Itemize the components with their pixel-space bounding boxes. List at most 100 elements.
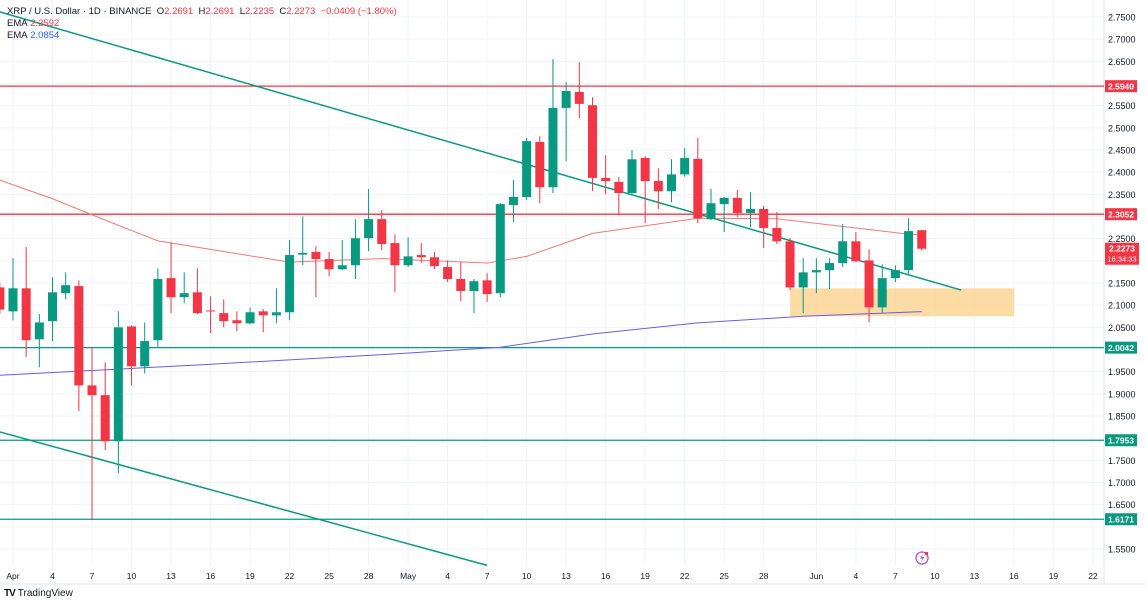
ema-legend-2[interactable]: EMA 2.0854 bbox=[7, 30, 397, 42]
trendline[interactable] bbox=[0, 428, 488, 567]
ema-legend-1[interactable]: EMA 2.2592 bbox=[7, 18, 397, 30]
time-tick-label: 7 bbox=[893, 571, 898, 581]
level-price-label: 1.7953 bbox=[1108, 436, 1134, 446]
time-axis[interactable]: Apr 4 7 10 13 16 19 22 25 28 May 4 7 10 13 16 19 22 25 28 Ju… bbox=[6, 571, 1098, 581]
ema-label: EMA bbox=[7, 30, 28, 41]
candle-body bbox=[535, 142, 545, 188]
candle bbox=[219, 299, 229, 328]
time-tick-label: 16 bbox=[1009, 571, 1019, 581]
price-tick-label: 2.0500 bbox=[1108, 323, 1136, 333]
candle-body bbox=[614, 181, 624, 194]
candle-body bbox=[482, 280, 492, 295]
candle bbox=[443, 260, 453, 283]
candle-body bbox=[153, 279, 163, 341]
candle-body bbox=[772, 228, 782, 242]
candle bbox=[864, 249, 874, 323]
candle-body bbox=[311, 251, 321, 260]
candle bbox=[667, 159, 676, 203]
candle bbox=[838, 224, 848, 268]
level-price-tag bbox=[1105, 208, 1137, 221]
candle-body bbox=[456, 279, 466, 291]
candle bbox=[258, 309, 268, 333]
candle-body bbox=[364, 219, 374, 239]
candle-body bbox=[890, 270, 900, 279]
candle bbox=[364, 189, 374, 252]
candle bbox=[508, 180, 518, 223]
candle-body bbox=[166, 278, 176, 298]
level-price-label: 2.0042 bbox=[1108, 343, 1134, 353]
candle-body bbox=[285, 255, 295, 313]
bar-countdown: 16:34:33 bbox=[1107, 255, 1136, 264]
candle-body bbox=[746, 208, 756, 213]
change-value: −0.0409 (−1.80%) bbox=[320, 6, 397, 17]
symbol-title[interactable]: XRP / U.S. Dollar · 1D · BINANCE bbox=[7, 6, 152, 17]
trendlines[interactable] bbox=[0, 8, 962, 567]
price-axis[interactable]: 1.5500 1.6500 1.7000 1.7500 1.8500 1.9000 1.95… bbox=[1108, 13, 1136, 555]
candle bbox=[495, 203, 505, 298]
candle-body bbox=[667, 174, 676, 192]
time-tick-label: 10 bbox=[522, 571, 532, 581]
time-tick-label: 22 bbox=[680, 571, 690, 581]
candle-body bbox=[87, 385, 97, 396]
ai-assistant-icon[interactable] bbox=[915, 551, 929, 565]
candle-body bbox=[140, 341, 150, 367]
time-tick-label: 4 bbox=[50, 571, 55, 581]
candle-body bbox=[258, 311, 268, 316]
candle bbox=[561, 82, 571, 162]
price-tick-label: 2.7500 bbox=[1108, 13, 1136, 23]
zone-rect[interactable] bbox=[790, 288, 1014, 317]
candle bbox=[759, 205, 769, 248]
candle bbox=[311, 246, 321, 298]
candle bbox=[298, 216, 308, 266]
time-tick-label: 22 bbox=[285, 571, 295, 581]
candle bbox=[206, 296, 216, 334]
candle-body bbox=[917, 230, 927, 249]
candle-body bbox=[350, 238, 360, 266]
candle-body bbox=[759, 208, 769, 229]
candle bbox=[377, 210, 387, 251]
candle bbox=[21, 247, 31, 358]
last-price-label: 2.2273 bbox=[1109, 244, 1135, 254]
demand-zone[interactable] bbox=[790, 288, 1014, 317]
candle-body bbox=[693, 158, 703, 219]
candle-body bbox=[100, 395, 110, 442]
tradingview-logo[interactable]: TV TradingView bbox=[4, 588, 73, 599]
candle bbox=[61, 272, 71, 300]
candle-body bbox=[706, 203, 716, 220]
candle bbox=[166, 242, 176, 314]
candle-body bbox=[574, 91, 584, 104]
grid bbox=[0, 0, 1146, 585]
candle-body bbox=[443, 267, 453, 280]
horizontal-levels[interactable] bbox=[0, 85, 1104, 520]
candle-body bbox=[0, 287, 5, 310]
time-tick-label: 16 bbox=[206, 571, 216, 581]
price-tick-label: 1.5500 bbox=[1108, 544, 1136, 554]
candle-body bbox=[732, 197, 742, 213]
candle bbox=[271, 288, 281, 324]
candle bbox=[232, 311, 242, 332]
time-tick-label: 28 bbox=[364, 571, 374, 581]
open-value: 2.2691 bbox=[164, 6, 194, 17]
candle bbox=[337, 239, 347, 271]
candle bbox=[877, 264, 887, 314]
candle bbox=[811, 258, 821, 294]
trendline[interactable] bbox=[0, 8, 962, 291]
ohlc-row: XRP / U.S. Dollar · 1D · BINANCE O2.2691… bbox=[7, 6, 397, 18]
time-tick-label: 13 bbox=[166, 571, 176, 581]
price-tick-label: 2.7000 bbox=[1108, 35, 1136, 45]
candle bbox=[653, 168, 663, 209]
candle-body bbox=[127, 326, 137, 367]
high-value: 2.2691 bbox=[205, 6, 235, 17]
candle-body bbox=[838, 241, 848, 264]
candle bbox=[100, 362, 110, 451]
candle-body bbox=[271, 312, 281, 316]
candle-body bbox=[904, 231, 914, 271]
candle bbox=[904, 218, 914, 275]
ema-line bbox=[0, 311, 922, 376]
candle-body bbox=[74, 286, 84, 386]
price-tick-label: 2.3500 bbox=[1108, 190, 1136, 200]
candle bbox=[324, 251, 334, 277]
ema-line bbox=[0, 179, 922, 264]
price-tick-label: 2.1000 bbox=[1108, 301, 1136, 311]
